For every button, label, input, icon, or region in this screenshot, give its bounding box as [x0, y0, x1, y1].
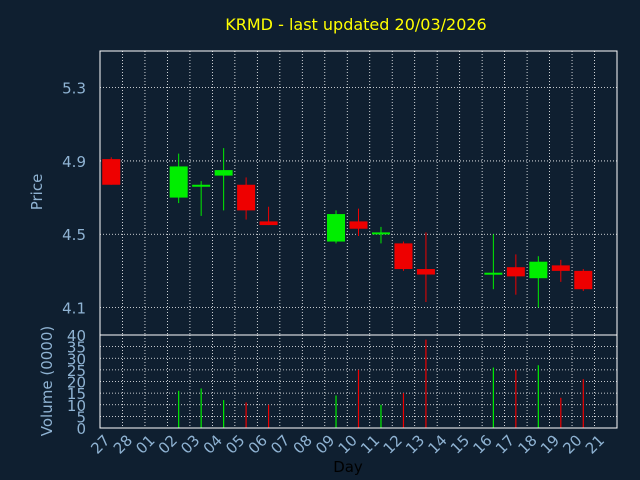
- candle-body: [214, 170, 233, 176]
- volume-y-tick-label: 0: [76, 420, 86, 438]
- candle-09: [327, 210, 346, 244]
- volume-bars: [178, 339, 584, 428]
- candle-27: [102, 157, 121, 185]
- price-y-tick-label: 5.3: [62, 80, 86, 98]
- candle-05: [237, 177, 256, 220]
- candle-20: [574, 269, 593, 292]
- candle-body: [484, 272, 503, 275]
- candle-04: [214, 148, 233, 211]
- candle-body: [169, 166, 188, 198]
- candle-body: [102, 159, 121, 185]
- volume-y-tick-label: 35: [67, 339, 86, 357]
- candle-10: [349, 208, 368, 237]
- candle-body: [349, 221, 368, 229]
- volume-y-tick-label: 15: [67, 385, 86, 403]
- volume-y-tick-label: 25: [67, 362, 86, 380]
- candle-body: [416, 269, 435, 275]
- candle-17: [506, 254, 525, 295]
- volume-axis-label: Volume (0000): [38, 326, 56, 436]
- price-axis-label: Price: [28, 174, 46, 211]
- volume-y-tick-label: 20: [67, 374, 86, 392]
- price-y-tick-label: 4.5: [62, 226, 86, 244]
- price-panel: 4.1 4.5 4.9 5.3 Price: [28, 50, 618, 336]
- x-axis-tick-labels: 2728010203040506070809101112131415161718…: [87, 431, 608, 457]
- candle-body: [237, 184, 256, 211]
- chart-title: KRMD - last updated 20/03/2026: [225, 15, 486, 34]
- candle-body: [574, 270, 593, 290]
- candlesticks: [102, 148, 593, 308]
- candle-18: [529, 256, 548, 308]
- price-y-tick-label: 4.9: [62, 153, 86, 171]
- candle-body: [259, 221, 278, 226]
- volume-y-tick-label: 40: [67, 327, 86, 345]
- candle-12: [394, 241, 413, 271]
- candle-16: [484, 234, 503, 290]
- candle-body: [327, 214, 346, 242]
- candle-06: [259, 206, 278, 226]
- volume-y-tick-label: 10: [67, 397, 86, 415]
- candle-body: [506, 267, 525, 277]
- price-gridlines: [100, 51, 617, 335]
- price-y-tick-labels: 4.1 4.5 4.9 5.3: [62, 80, 86, 318]
- candle-body: [551, 265, 570, 271]
- candle-body: [394, 243, 413, 270]
- candle-02: [169, 153, 188, 204]
- candle-19: [551, 259, 570, 282]
- candle-13: [416, 232, 435, 303]
- x-axis-label: Day: [333, 458, 363, 476]
- candle-body: [529, 261, 548, 279]
- candle-body: [371, 232, 390, 235]
- candle-03: [192, 181, 211, 216]
- volume-y-tick-label: 5: [76, 408, 86, 426]
- volume-y-tick-label: 30: [67, 350, 86, 368]
- volume-plot-frame: [99, 334, 618, 429]
- candle-11: [371, 226, 390, 244]
- candle-body: [192, 184, 211, 187]
- price-y-tick-label: 4.1: [62, 300, 86, 318]
